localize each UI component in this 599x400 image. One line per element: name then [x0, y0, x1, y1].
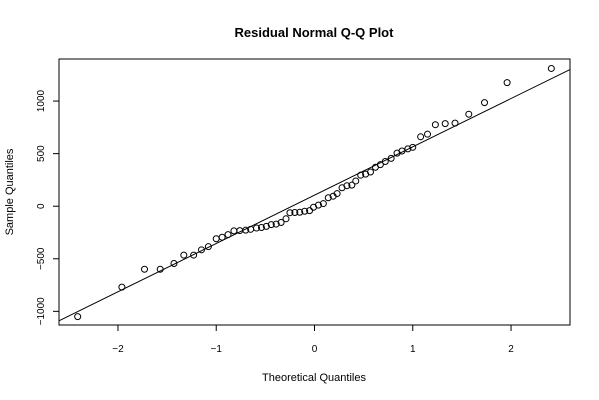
data-points — [74, 64, 555, 321]
data-point — [212, 235, 220, 243]
data-point — [367, 168, 375, 176]
data-point — [277, 218, 285, 226]
data-point — [343, 182, 351, 190]
data-point — [180, 251, 188, 259]
y-axis-label: Sample Quantiles — [4, 148, 16, 235]
y-tick-label: −500 — [36, 247, 47, 270]
data-point — [424, 130, 432, 138]
x-tick-label: 1 — [410, 344, 416, 355]
data-point — [348, 181, 356, 189]
y-tick-label: −1000 — [36, 297, 47, 326]
data-point — [204, 243, 212, 251]
chart-title: Residual Normal Q-Q Plot — [235, 25, 395, 40]
data-point — [431, 121, 439, 129]
data-point — [404, 145, 412, 153]
x-tick-label: 2 — [508, 344, 514, 355]
data-point — [381, 158, 389, 166]
y-tick-label: 1000 — [36, 89, 47, 112]
data-point — [272, 220, 280, 228]
data-point — [451, 119, 459, 127]
data-point — [242, 226, 250, 234]
data-point — [301, 207, 309, 215]
data-point — [296, 208, 304, 216]
data-point — [230, 227, 238, 235]
x-tick-label: −1 — [211, 344, 223, 355]
data-point — [357, 171, 365, 179]
data-point — [291, 209, 299, 217]
x-tick-label: 0 — [312, 344, 318, 355]
data-point — [417, 133, 425, 141]
data-point — [319, 200, 327, 208]
y-tick-label: 0 — [36, 203, 47, 209]
data-point — [503, 79, 511, 87]
data-point — [387, 154, 395, 162]
data-point — [257, 224, 265, 232]
reference-line — [58, 69, 571, 322]
x-tick-label: −2 — [112, 344, 124, 355]
y-axis: −1000 −500 0 500 1000 — [36, 89, 60, 326]
data-point — [140, 265, 148, 273]
data-point — [441, 120, 449, 128]
data-point — [465, 110, 473, 118]
data-point — [253, 224, 261, 232]
data-point — [286, 209, 294, 217]
x-axis: −2 −1 0 1 2 — [112, 324, 514, 355]
data-point — [409, 143, 417, 151]
data-point — [74, 313, 82, 321]
data-point — [156, 265, 164, 273]
data-point — [314, 201, 322, 209]
data-point — [282, 215, 290, 223]
data-point — [481, 99, 489, 107]
data-point — [118, 283, 126, 291]
data-point — [190, 251, 198, 259]
plot-frame — [58, 58, 571, 326]
data-point — [376, 161, 384, 169]
data-point — [547, 64, 555, 72]
data-point — [324, 194, 332, 202]
data-point — [170, 259, 178, 267]
data-point — [197, 246, 205, 254]
data-point — [224, 231, 232, 239]
data-point — [398, 147, 406, 155]
data-point — [267, 221, 275, 229]
data-point — [262, 222, 270, 230]
data-point — [333, 190, 341, 198]
x-axis-label: Theoretical Quantiles — [262, 372, 366, 384]
y-tick-label: 500 — [36, 145, 47, 162]
data-point — [352, 177, 360, 185]
data-point — [218, 233, 226, 241]
